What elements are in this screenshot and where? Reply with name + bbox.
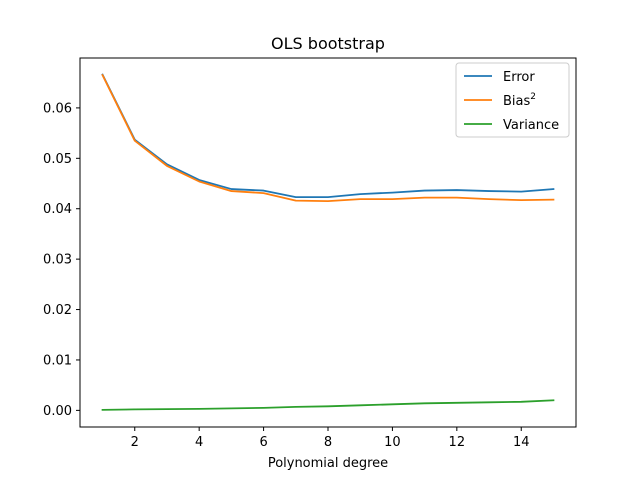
x-tick-label: 14 [513,435,530,450]
legend-label-error: Error [503,70,535,85]
legend-box [455,62,570,138]
x-tick-label: 10 [384,435,401,450]
x-tick-label: 12 [449,435,466,450]
x-tick-label: 6 [259,435,267,450]
legend-label-bias: Bias2 [503,92,536,109]
y-tick-label: 0.04 [43,202,72,217]
y-tick-label: 0.02 [43,303,72,318]
x-tick-label: 4 [195,435,203,450]
legend-label-superscript: 2 [530,92,536,102]
x-tick-label: 2 [131,435,139,450]
y-tick-label: 0.01 [43,353,72,368]
y-tick-label: 0.05 [43,152,72,167]
series-line-variance [101,399,555,411]
series-line-error [101,73,555,199]
y-tick-label: 0.06 [43,101,72,116]
chart-title: OLS bootstrap [271,34,385,53]
y-tick-label: 0.00 [43,404,72,419]
plot-area: 2 4 6 8 10 12 14 0.00 0.01 0.02 0.03 0.04 0.05 0.06 [43,57,577,450]
legend: Error Bias2 Variance [455,62,570,138]
legend-label-variance: Variance [503,118,559,133]
x-axis-label: Polynomial degree [268,456,388,471]
x-tick-label: 8 [324,435,332,450]
y-tick-label: 0.03 [43,253,72,268]
series-line-bias [101,73,555,203]
